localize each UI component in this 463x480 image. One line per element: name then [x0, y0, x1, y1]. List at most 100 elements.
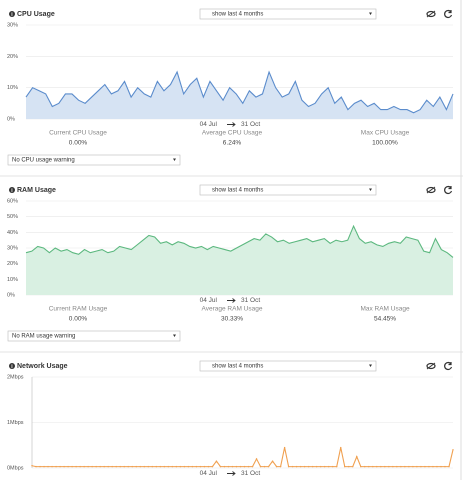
stat-label: Average RAM Usage [202, 306, 263, 313]
y-tick-label: 10% [7, 85, 18, 91]
refresh-icon[interactable] [444, 361, 453, 371]
range-select-text: show last 4 months [212, 12, 263, 18]
range-select-text: show last 4 months [212, 364, 263, 370]
eye-icon[interactable] [426, 362, 436, 370]
point [412, 465, 414, 468]
point [436, 465, 438, 468]
point [360, 465, 362, 468]
refresh-icon[interactable] [444, 9, 453, 19]
range-select[interactable] [199, 8, 377, 20]
y-tick-label: 0% [7, 116, 15, 122]
y-tick-label: 2Mbps [7, 374, 24, 380]
info-i: i [11, 12, 13, 18]
point [203, 465, 206, 468]
point [267, 465, 270, 468]
point [348, 465, 350, 468]
point [368, 465, 370, 468]
stat-label: Current CPU Usage [49, 130, 107, 137]
range-select[interactable] [199, 184, 377, 196]
point [303, 465, 306, 468]
point [51, 465, 53, 468]
point [255, 458, 258, 460]
point [43, 465, 45, 468]
point [123, 465, 125, 468]
point [127, 465, 129, 468]
info-i: i [11, 188, 13, 194]
point [372, 465, 374, 468]
point [299, 465, 302, 468]
select-arrow [369, 12, 372, 15]
warning-select-text: No RAM usage warning [12, 334, 75, 340]
y-tick-label: 1Mbps [7, 420, 24, 426]
point [444, 465, 446, 468]
stat-value: 0.00% [69, 316, 88, 323]
eye-icon[interactable] [426, 186, 436, 194]
info-icon [9, 187, 15, 193]
point [416, 465, 418, 468]
y-tick-label: 0Mbps [7, 465, 24, 471]
point [67, 465, 69, 468]
point [55, 465, 57, 468]
refresh-icon[interactable] [444, 185, 453, 195]
point [227, 465, 230, 468]
point [408, 465, 410, 468]
y-tick-label: 30% [7, 22, 18, 28]
date-arrow [227, 298, 236, 303]
date-arrow [227, 122, 236, 127]
area-fill [26, 226, 453, 295]
panel-title: RAM Usage [17, 187, 56, 194]
eye-slash [426, 362, 436, 370]
point [344, 465, 346, 468]
y-tick-label: 20% [7, 54, 18, 60]
point [119, 465, 121, 468]
eye-icon[interactable] [426, 10, 436, 18]
area-fill [26, 72, 453, 119]
point [332, 465, 334, 468]
point [75, 465, 77, 468]
point [171, 465, 174, 468]
select-arrow [173, 334, 176, 337]
point [79, 465, 81, 468]
point [187, 465, 190, 468]
point [215, 460, 218, 462]
warning-select-text: No CPU usage warning [12, 158, 75, 164]
series-line [31, 447, 454, 468]
point [424, 465, 426, 468]
point [147, 465, 149, 468]
point [384, 465, 386, 468]
warning-select[interactable] [7, 330, 181, 342]
point [39, 465, 41, 468]
point [247, 465, 250, 468]
point [107, 465, 109, 468]
range-select[interactable] [199, 360, 377, 372]
point [111, 465, 113, 468]
point [191, 465, 194, 468]
date-end: 31 Oct [241, 121, 260, 128]
point [404, 465, 406, 468]
point [271, 460, 274, 462]
point [396, 465, 398, 468]
point [199, 465, 202, 468]
point [35, 465, 37, 468]
point [291, 465, 294, 468]
point [364, 465, 366, 468]
point [259, 465, 262, 468]
point [83, 465, 85, 468]
info-i: i [11, 364, 13, 370]
y-tick-label: 20% [7, 261, 18, 267]
eye-slash [426, 10, 436, 18]
stat-value: 100.00% [372, 140, 398, 147]
point [163, 465, 166, 468]
point [279, 465, 282, 468]
point [219, 465, 222, 468]
info-icon [9, 11, 15, 17]
date-start: 04 Jul [200, 470, 218, 477]
point [400, 465, 402, 468]
point [183, 465, 186, 468]
point [59, 465, 61, 468]
y-tick-label: 30% [7, 245, 18, 251]
warning-select[interactable] [7, 154, 181, 166]
point [239, 465, 242, 468]
